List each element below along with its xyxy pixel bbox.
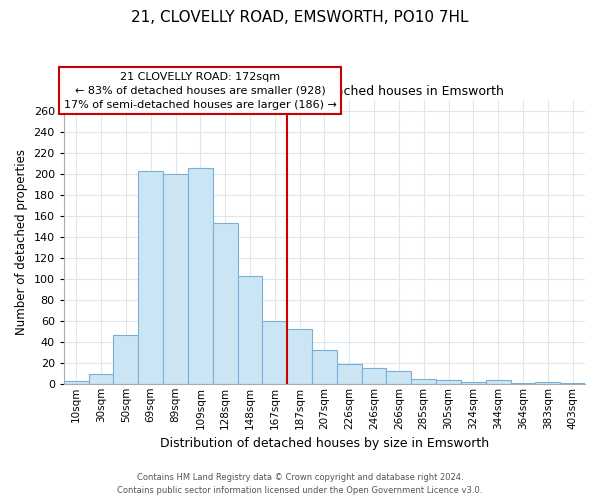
Text: Contains HM Land Registry data © Crown copyright and database right 2024.
Contai: Contains HM Land Registry data © Crown c… — [118, 474, 482, 495]
Bar — [238, 276, 262, 384]
Bar — [188, 168, 213, 384]
Bar — [89, 374, 113, 384]
Bar — [386, 371, 411, 384]
Bar — [213, 223, 238, 384]
Bar — [486, 380, 511, 384]
Bar — [337, 364, 362, 384]
Bar — [138, 170, 163, 384]
Bar — [511, 382, 535, 384]
Bar — [262, 320, 287, 384]
Bar — [312, 350, 337, 384]
Bar — [163, 174, 188, 384]
Bar — [64, 380, 89, 384]
Text: 21, CLOVELLY ROAD, EMSWORTH, PO10 7HL: 21, CLOVELLY ROAD, EMSWORTH, PO10 7HL — [131, 10, 469, 25]
Bar — [535, 382, 560, 384]
Bar — [362, 368, 386, 384]
Y-axis label: Number of detached properties: Number of detached properties — [15, 149, 28, 335]
Bar — [287, 329, 312, 384]
X-axis label: Distribution of detached houses by size in Emsworth: Distribution of detached houses by size … — [160, 437, 489, 450]
Bar — [461, 382, 486, 384]
Bar — [436, 380, 461, 384]
Bar — [113, 336, 138, 384]
Bar — [411, 378, 436, 384]
Bar — [560, 382, 585, 384]
Text: 21 CLOVELLY ROAD: 172sqm
← 83% of detached houses are smaller (928)
17% of semi-: 21 CLOVELLY ROAD: 172sqm ← 83% of detach… — [64, 72, 337, 110]
Title: Size of property relative to detached houses in Emsworth: Size of property relative to detached ho… — [145, 84, 505, 98]
